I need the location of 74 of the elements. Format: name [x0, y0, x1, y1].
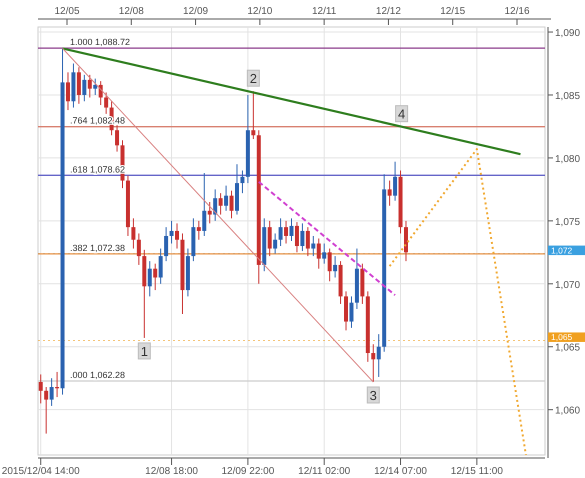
annotation: 3 [370, 388, 377, 403]
candlestick [55, 371, 60, 398]
y-tick-label: 1,070 [555, 280, 580, 291]
candlestick [44, 386, 48, 434]
x-tick-label: 12/15 11:00 [450, 466, 504, 477]
candlestick [294, 222, 299, 253]
candlestick [328, 248, 332, 282]
candlestick [208, 201, 212, 224]
candlestick [251, 90, 256, 140]
annotation: 2 [250, 71, 257, 86]
candlestick [158, 248, 163, 284]
text: 12/15 [440, 6, 466, 17]
candlestick [284, 220, 288, 244]
candlestick [213, 188, 218, 222]
candlestick [196, 220, 201, 240]
candlestick [230, 190, 234, 219]
candlestick [131, 218, 136, 250]
ref-line-label: 1.000 1,088.72 [70, 37, 130, 48]
y-tick-label: 1,085 [555, 90, 580, 102]
candlestick [82, 74, 86, 102]
x-tick-label: 2015/12/04 14:00 [2, 466, 80, 477]
candlestick [104, 92, 108, 114]
candlestick [76, 66, 81, 104]
annotation: 4 [398, 106, 406, 122]
candlestick [136, 232, 141, 266]
text: 12/05 [54, 6, 80, 17]
candlestick [333, 256, 338, 278]
text: 12/10 [247, 6, 273, 17]
candlestick [311, 235, 316, 257]
candlestick [306, 226, 310, 257]
text: 12/11 [312, 6, 337, 17]
candlestick [240, 170, 244, 194]
candlestick [175, 222, 180, 250]
candlestick [371, 344, 376, 382]
y-tick-label: 1,075 [555, 216, 580, 228]
candlestick [148, 260, 152, 297]
ref-line-label: .000 1,062.28 [70, 370, 126, 380]
y-tick-label: 1,080 [555, 154, 580, 165]
text: 12/16 [504, 6, 530, 17]
text: 12/12 [376, 6, 402, 17]
candlestick [268, 220, 272, 257]
x-tick-label: 12/14 07:00 [374, 466, 428, 477]
x-tick-label: 12/11 02:00 [298, 466, 351, 477]
text: 12/08 [118, 6, 144, 17]
candlestick [273, 232, 278, 254]
candlestick [38, 374, 43, 404]
ref-line-label: .382 1,072.38 [70, 242, 126, 253]
candlestick [224, 185, 228, 212]
candlestick [88, 74, 92, 98]
candlestick [218, 192, 223, 216]
candlestick [278, 218, 283, 247]
y-tick-label: 1,065 [555, 342, 580, 354]
candlestick [376, 334, 381, 378]
y-tick-label: 1,090 [555, 28, 580, 40]
candlestick [393, 161, 398, 202]
ref-line-label: 1,072 [551, 245, 573, 256]
x-tick-label: 12/09 22:00 [221, 466, 275, 477]
annotation: 1 [140, 344, 148, 359]
candlestick [66, 72, 70, 111]
candlestick [290, 218, 294, 242]
candlestick [349, 296, 354, 328]
y-tick-label: 1,060 [555, 406, 580, 417]
candlestick [300, 222, 304, 252]
text: 12/09 [183, 6, 209, 17]
candlestick [164, 226, 168, 262]
candlestick [316, 238, 321, 270]
candlestick [170, 220, 174, 244]
candlestick [115, 124, 120, 152]
candlestick [322, 243, 326, 264]
candlestick [388, 180, 392, 206]
x-tick-label: 12/08 18:00 [145, 466, 198, 477]
candlestick [153, 263, 158, 291]
candlestick [202, 172, 206, 236]
candlestick [50, 378, 54, 406]
